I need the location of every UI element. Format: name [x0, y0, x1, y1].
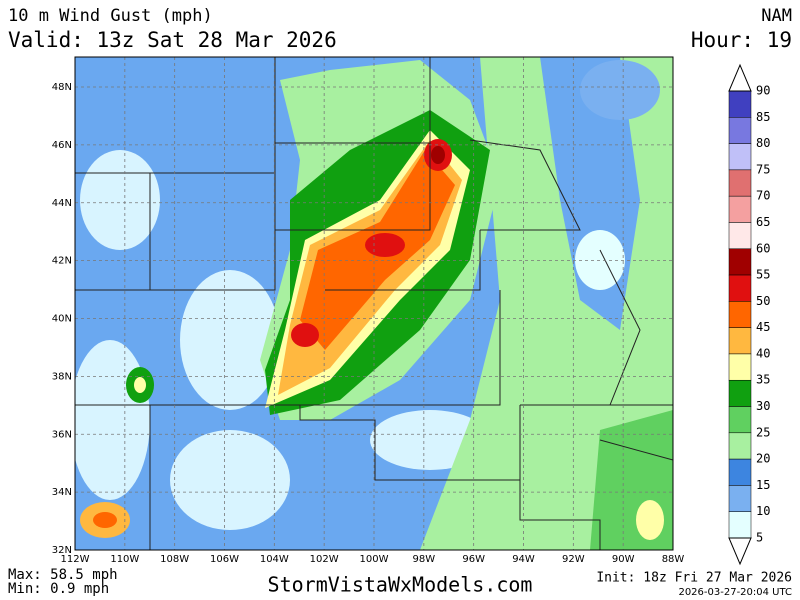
colorbar-label: 75	[756, 162, 770, 176]
lat-label: 48N	[52, 82, 72, 93]
lat-label: 42N	[52, 256, 72, 267]
colorbar-label: 10	[756, 504, 770, 518]
colorbar-box	[728, 458, 752, 486]
colorbar-label: 90	[756, 84, 770, 98]
lat-label: 38N	[52, 371, 72, 382]
wind-field	[75, 57, 673, 550]
colorbar-label: 60	[756, 241, 770, 255]
colorbar-box	[728, 353, 752, 381]
lon-label: 92W	[562, 554, 585, 565]
lon-label: 104W	[260, 554, 289, 565]
colorbar-label: 70	[756, 189, 770, 203]
colorbar-box	[728, 90, 752, 118]
lon-label: 110W	[110, 554, 139, 565]
site-name: StormVistaWxModels.com	[268, 573, 533, 597]
colorbar-box	[728, 511, 752, 539]
lon-label: 88W	[662, 554, 685, 565]
lat-label: 40N	[52, 314, 72, 325]
lon-label: 106W	[210, 554, 239, 565]
colorbar-box	[728, 274, 752, 302]
max-value: Max: 58.5 mph	[8, 567, 118, 583]
colorbar-arrow-bottom	[728, 537, 752, 566]
state-borders	[75, 57, 674, 550]
colorbar-box	[728, 222, 752, 250]
lon-label: 108W	[160, 554, 189, 565]
valid-time: Valid: 13z Sat 28 Mar 2026	[8, 28, 337, 52]
min-value: Min: 0.9 mph	[8, 581, 109, 597]
lat-lon-grid	[75, 57, 673, 550]
lon-label: 98W	[413, 554, 436, 565]
colorbar-label: 65	[756, 215, 770, 229]
colorbar-box	[728, 117, 752, 144]
lat-label: 32N	[52, 545, 72, 556]
colorbar-box	[728, 248, 752, 276]
init-time: Init: 18z Fri 27 Mar 2026	[596, 571, 792, 586]
lon-label: 94W	[512, 554, 535, 565]
lon-label: 112W	[61, 554, 90, 565]
colorbar-box	[728, 406, 752, 434]
lon-label: 102W	[310, 554, 339, 565]
title: 10 m Wind Gust (mph)	[8, 6, 213, 26]
lon-label: 100W	[360, 554, 389, 565]
colorbar-label: 55	[756, 268, 770, 282]
colorbar-label: 80	[756, 136, 770, 150]
colorbar-label: 20	[756, 452, 770, 466]
colorbar-label: 5	[756, 531, 763, 545]
colorbar-label: 25	[756, 425, 770, 439]
colorbar-label: 15	[756, 478, 770, 492]
timestamp: 2026-03-27-20:04 UTC	[678, 587, 792, 598]
lat-label: 46N	[52, 140, 72, 151]
lon-label: 90W	[612, 554, 635, 565]
lat-label: 36N	[52, 429, 72, 440]
map-frame	[74, 56, 674, 551]
forecast-hour: Hour: 19	[691, 28, 792, 52]
colorbar-label: 45	[756, 320, 770, 334]
colorbar-box	[728, 195, 752, 223]
colorbar-arrow-top	[728, 63, 752, 92]
lat-label: 34N	[52, 487, 72, 498]
model: NAM	[761, 6, 792, 26]
colorbar-box	[728, 432, 752, 460]
colorbar-box	[728, 169, 752, 197]
colorbar-box	[728, 485, 752, 512]
colorbar-label: 50	[756, 294, 770, 308]
colorbar-label: 30	[756, 399, 770, 413]
colorbar-label: 35	[756, 373, 770, 387]
lon-label: 96W	[462, 554, 485, 565]
colorbar-box	[728, 143, 752, 171]
colorbar-box	[728, 301, 752, 328]
colorbar-label: 85	[756, 110, 770, 124]
lat-label: 44N	[52, 198, 72, 209]
colorbar-box	[728, 327, 752, 355]
colorbar-label: 40	[756, 346, 770, 360]
colorbar-box	[728, 379, 752, 407]
